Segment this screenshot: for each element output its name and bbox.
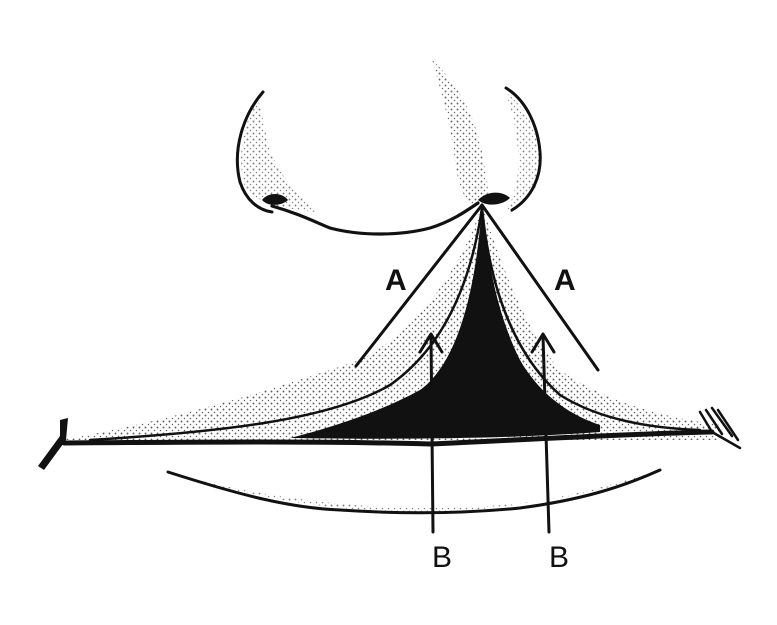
nose-shading-left bbox=[241, 100, 318, 212]
nose-shading-tip bbox=[432, 60, 488, 212]
label-b-right: B bbox=[549, 541, 569, 574]
nose-right-nostril bbox=[478, 192, 510, 205]
nose-base bbox=[270, 201, 480, 236]
upper-lip-left-contour bbox=[88, 206, 484, 442]
nose-left-nostril bbox=[262, 194, 288, 205]
mouth-line-main bbox=[61, 429, 715, 447]
mouth-corner-left bbox=[38, 418, 68, 470]
nose-right-ala bbox=[504, 86, 542, 212]
b-arrows bbox=[418, 332, 556, 534]
philtrum-shadow bbox=[290, 205, 600, 439]
mouth-line bbox=[38, 406, 742, 470]
b-arrow-left-head bbox=[418, 332, 444, 354]
b-arrow-right-head bbox=[530, 332, 556, 354]
b-arrow-right-shaft bbox=[541, 334, 551, 534]
upper-lip-shading bbox=[60, 205, 720, 440]
nose-shading-right bbox=[505, 92, 541, 214]
a-line-left bbox=[354, 203, 484, 368]
lower-lip-contour bbox=[166, 468, 662, 515]
upper-lip bbox=[60, 205, 720, 442]
label-a-left: A bbox=[385, 264, 407, 297]
lower-lip-shading bbox=[168, 470, 660, 512]
b-arrow-left-shaft bbox=[429, 334, 435, 534]
label-b-left: B bbox=[432, 541, 452, 574]
nose-left-ala bbox=[235, 90, 274, 214]
a-line-right bbox=[480, 203, 600, 372]
nose bbox=[235, 60, 542, 236]
a-lines bbox=[354, 203, 600, 372]
upper-lip-right-contour bbox=[480, 206, 702, 432]
label-a-right: A bbox=[554, 264, 576, 297]
lower-lip bbox=[166, 468, 662, 515]
mouth-corner-right bbox=[698, 406, 742, 450]
